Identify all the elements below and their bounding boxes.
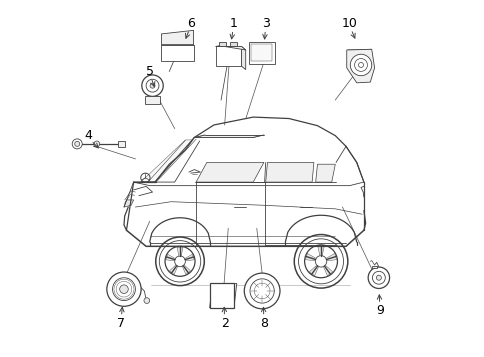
Circle shape [257,286,267,296]
Polygon shape [323,265,332,276]
Text: 6: 6 [186,17,194,30]
Bar [144,96,160,104]
Bar [209,283,233,308]
Polygon shape [317,246,324,256]
Polygon shape [371,266,377,268]
Polygon shape [184,254,194,261]
Polygon shape [169,265,178,275]
Text: 8: 8 [259,317,267,330]
Circle shape [358,62,363,67]
Circle shape [75,141,79,146]
Circle shape [354,59,367,71]
Text: 9: 9 [375,304,383,317]
Bar [248,42,274,64]
Text: 10: 10 [341,17,357,30]
Circle shape [72,139,82,149]
Bar [215,46,241,66]
Circle shape [376,275,380,280]
Text: 7: 7 [117,317,125,330]
Polygon shape [309,265,318,276]
Polygon shape [305,253,316,261]
Polygon shape [196,162,263,182]
Circle shape [94,141,100,147]
Circle shape [244,273,279,309]
Circle shape [141,75,163,96]
Bar [251,44,272,61]
Polygon shape [215,46,245,50]
Circle shape [349,54,371,76]
Bar [117,141,125,147]
Polygon shape [140,140,192,182]
Bar [161,45,193,61]
Polygon shape [161,30,193,45]
Circle shape [144,298,150,303]
Bar [219,42,226,46]
Circle shape [112,278,135,301]
Text: 4: 4 [84,129,92,142]
Polygon shape [241,46,245,70]
Circle shape [372,271,384,284]
Text: 2: 2 [220,317,228,330]
Circle shape [254,283,270,299]
Text: 3: 3 [261,17,269,30]
Text: 1: 1 [229,17,237,30]
Circle shape [120,285,128,293]
Polygon shape [265,162,313,182]
Bar [229,42,237,46]
Polygon shape [177,247,182,256]
Circle shape [249,279,274,303]
Polygon shape [325,253,336,261]
Circle shape [150,83,155,88]
Circle shape [106,272,141,306]
Polygon shape [182,265,190,275]
Polygon shape [315,164,334,182]
Polygon shape [209,283,236,308]
Text: 5: 5 [145,65,153,78]
Polygon shape [195,135,262,137]
Polygon shape [346,49,374,83]
Polygon shape [166,254,175,261]
Circle shape [146,79,159,92]
Circle shape [367,267,389,288]
Polygon shape [124,200,133,207]
